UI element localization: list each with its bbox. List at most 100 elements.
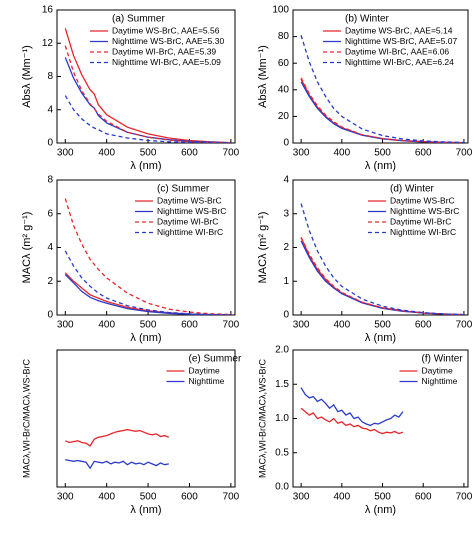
x-tick-label: 600 (415, 492, 432, 503)
y-tick-label: 2 (47, 276, 53, 287)
y-tick-label: 2 (283, 242, 289, 253)
y-tick-label: 4 (283, 175, 289, 186)
legend-label: Nighttime WS-BrC, AAE=5.07 (345, 36, 457, 46)
series-line (64, 28, 231, 143)
legend-label: Nighttime WI-BrC (157, 227, 223, 237)
series-line (64, 198, 231, 315)
panel-title: (b) Winter (345, 14, 390, 25)
x-tick-label: 500 (140, 148, 157, 159)
x-tick-label: 700 (456, 320, 473, 331)
x-tick-label: 300 (57, 320, 74, 331)
legend-label: Daytime WI-BrC (390, 216, 451, 226)
plot-frame (292, 9, 469, 144)
legend-label: Nighttime WS-BrC (157, 206, 226, 216)
panel: 300 400 500 600 700 0 20 40 60 80 100 λ (nm) Absλ (M… (257, 5, 473, 172)
y-tick-label: 0 (283, 310, 289, 321)
y-tick-label: 40 (278, 84, 290, 95)
x-tick-label: 500 (374, 320, 391, 331)
y-tick-label: 4 (47, 242, 53, 253)
y-axis-label: MACλ (m² g⁻¹) (21, 212, 33, 284)
legend-label: Nighttime WI-BrC, AAE=6.24 (345, 57, 454, 67)
y-tick-label: 2.0 (275, 345, 289, 356)
series-line (300, 237, 464, 315)
x-tick-label: 300 (57, 148, 74, 159)
panel-title: (a) Summer (112, 14, 165, 25)
legend-label: Nighttime WS-BrC (390, 206, 459, 216)
panel: 300 400 500 600 700 0 1 2 3 4 λ (nm) MACλ (m² g⁻¹) (… (257, 175, 473, 344)
y-tick-label: 0 (47, 138, 53, 149)
y-tick-label: 0.5 (275, 447, 289, 458)
legend-label: Daytime (422, 365, 453, 375)
legend-label: Daytime WI-BrC (157, 216, 218, 226)
series-line (64, 95, 231, 143)
y-tick-label: 0 (283, 138, 289, 149)
plot-frame (56, 349, 236, 488)
y-tick-label: 3 (283, 208, 289, 219)
y-tick-label: 100 (272, 5, 289, 16)
panel-title: (e) Summer (189, 354, 242, 365)
y-tick-label: 60 (278, 58, 290, 69)
legend-label: Nighttime WS-BrC, AAE=5.30 (112, 36, 224, 46)
x-tick-label: 700 (456, 492, 473, 503)
x-tick-label: 400 (333, 148, 350, 159)
series-line (300, 203, 464, 315)
y-tick-label: 20 (278, 111, 290, 122)
legend-label: Nighttime (189, 376, 225, 386)
x-tick-label: 500 (374, 492, 391, 503)
x-tick-label: 300 (293, 492, 310, 503)
legend-label: Daytime WI-BrC, AAE=5.39 (112, 46, 216, 56)
x-axis-label: λ (nm) (365, 160, 396, 172)
legend-label: Daytime WS-BrC, AAE=5.14 (345, 25, 453, 35)
x-tick-label: 400 (98, 492, 115, 503)
series-line (64, 250, 231, 315)
x-tick-label: 400 (333, 320, 350, 331)
y-axis-label: Absλ (Mm⁻¹) (257, 45, 269, 108)
legend-label: Daytime WS-BrC (390, 195, 455, 205)
x-axis-label: λ (nm) (365, 332, 396, 344)
y-tick-label: 4 (47, 104, 53, 115)
y-tick-label: 1.5 (275, 379, 289, 390)
x-axis-label: λ (nm) (130, 504, 161, 516)
x-axis-label: λ (nm) (130, 332, 161, 344)
panel-title: (d) Winter (390, 184, 435, 195)
series-line (65, 458, 169, 470)
legend-label: Daytime WS-BrC (157, 195, 222, 205)
y-tick-label: 12 (42, 38, 54, 49)
panel: 300 400 500 600 700 0 4 8 12 16 λ (nm) Absλ (Mm⁻¹) (… (21, 5, 240, 172)
legend-label: Daytime WI-BrC, AAE=6.06 (345, 46, 449, 56)
y-tick-label: 6 (47, 208, 53, 219)
y-axis-label: MACλ,WI-BrC/MACλ,WS-BrC (21, 359, 31, 478)
panel-title: (c) Summer (157, 184, 210, 195)
x-tick-label: 400 (333, 492, 350, 503)
x-tick-label: 600 (415, 148, 432, 159)
panel: 300 400 500 600 700 0.0 0.5 1.0 1.5 2.0 λ (nm) MACλ… (257, 345, 472, 516)
series-line (300, 81, 464, 143)
x-tick-label: 500 (140, 492, 157, 503)
x-tick-label: 600 (415, 320, 432, 331)
x-tick-label: 300 (293, 148, 310, 159)
x-axis-label: λ (nm) (365, 504, 396, 516)
y-tick-label: 80 (278, 31, 290, 42)
panel: 300 400 500 600 700 λ (nm) MACλ,WI-BrC/MACλ,WS… (21, 349, 242, 516)
series-line (64, 274, 231, 315)
y-tick-label: 0.0 (275, 482, 289, 493)
x-tick-label: 600 (181, 148, 198, 159)
x-tick-label: 600 (181, 492, 198, 503)
series-line (300, 78, 464, 143)
series-line (300, 387, 404, 427)
series-line (300, 237, 464, 315)
x-tick-label: 300 (57, 492, 74, 503)
x-tick-label: 700 (223, 492, 240, 503)
series-line (64, 57, 231, 143)
y-tick-label: 8 (47, 175, 53, 186)
legend-label: Nighttime WI-BrC, AAE=5.09 (112, 57, 221, 67)
y-tick-label: 8 (47, 71, 53, 82)
x-tick-label: 700 (223, 148, 240, 159)
legend-label: Nighttime (422, 376, 458, 386)
x-tick-label: 700 (223, 320, 240, 331)
y-axis-label: Absλ (Mm⁻¹) (21, 45, 33, 108)
x-tick-label: 700 (456, 148, 473, 159)
legend-label: Daytime WS-BrC, AAE=5.56 (112, 25, 220, 35)
series-line (300, 35, 464, 143)
x-tick-label: 500 (140, 320, 157, 331)
